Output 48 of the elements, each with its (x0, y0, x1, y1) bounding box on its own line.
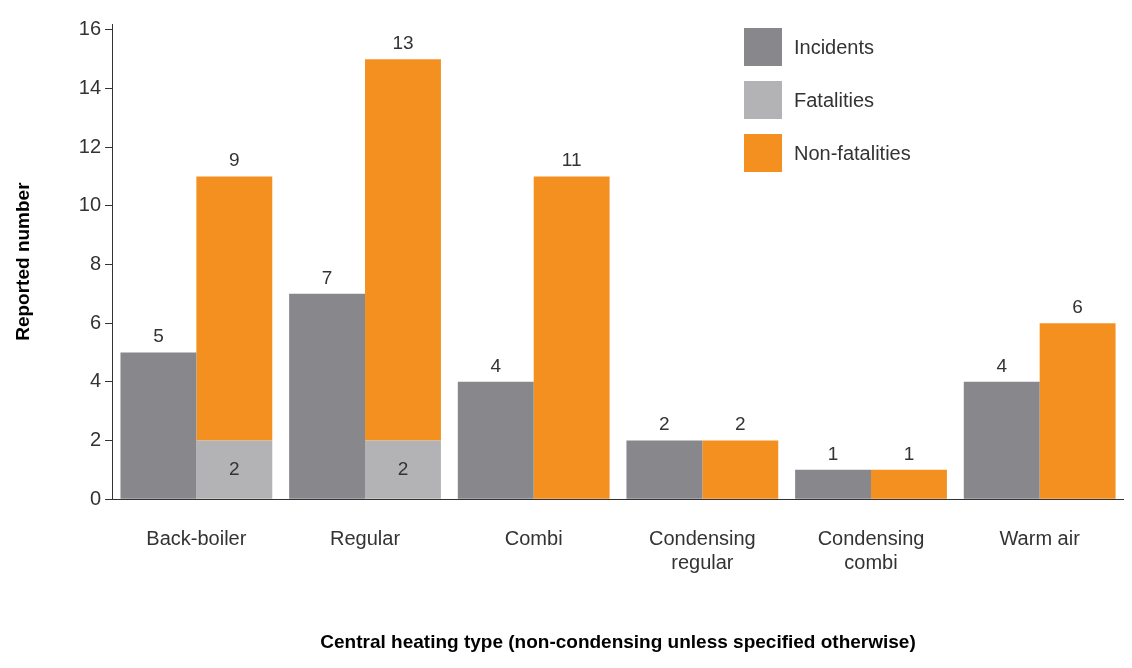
y-axis-title: Reported number (11, 181, 33, 341)
data-label: 2 (735, 413, 746, 435)
y-tick-label: 0 (89, 486, 102, 509)
data-label: 4 (490, 354, 502, 376)
y-tick-label: 16 (78, 17, 102, 40)
y-tick-label: 4 (89, 369, 102, 392)
bar (120, 352, 197, 499)
y-tick-label: 14 (78, 76, 102, 99)
bar (365, 440, 441, 499)
data-label: 9 (229, 149, 240, 171)
data-label: 7 (321, 266, 333, 288)
data-label: 1 (903, 442, 915, 464)
data-label: 6 (1072, 295, 1083, 317)
x-axis-title: Central heating type (non-condensing unless specified otherwise) (320, 630, 916, 652)
legend-label: Non-fatalities (794, 141, 911, 164)
bar (795, 469, 872, 499)
y-tick-label: 12 (78, 134, 102, 157)
data-label: 1 (827, 442, 839, 464)
x-tick-label: Warm air (999, 526, 1081, 549)
data-label: 5 (153, 325, 164, 347)
data-label: 11 (561, 149, 582, 171)
bar (196, 176, 273, 441)
bar (365, 59, 441, 441)
bar (1039, 323, 1116, 499)
x-tick-label: Condensing combi (817, 526, 925, 573)
legend-label: Incidents (794, 35, 875, 58)
legend-label: Fatalities (794, 88, 875, 111)
bar (963, 381, 1040, 499)
bar (196, 440, 273, 499)
y-tick-label: 8 (89, 252, 102, 275)
data-label: 4 (996, 354, 1008, 376)
data-label: 2 (229, 457, 240, 479)
bar (289, 293, 366, 499)
y-tick-label: 10 (78, 193, 102, 216)
x-tick-label: Back-boiler (146, 526, 247, 549)
y-tick-label: 2 (89, 428, 102, 451)
data-label: 2 (659, 413, 670, 435)
bar (626, 440, 703, 499)
x-tick-label: Combi (504, 526, 563, 549)
bar (533, 176, 610, 499)
x-tick-label: Condensing regular (648, 526, 756, 573)
y-tick-label: 6 (89, 310, 102, 333)
bar (871, 469, 947, 499)
data-label: 13 (392, 31, 414, 53)
bar (457, 381, 534, 499)
x-tick-label: Regular (330, 526, 401, 549)
bar (702, 440, 779, 499)
data-label: 2 (397, 457, 409, 479)
